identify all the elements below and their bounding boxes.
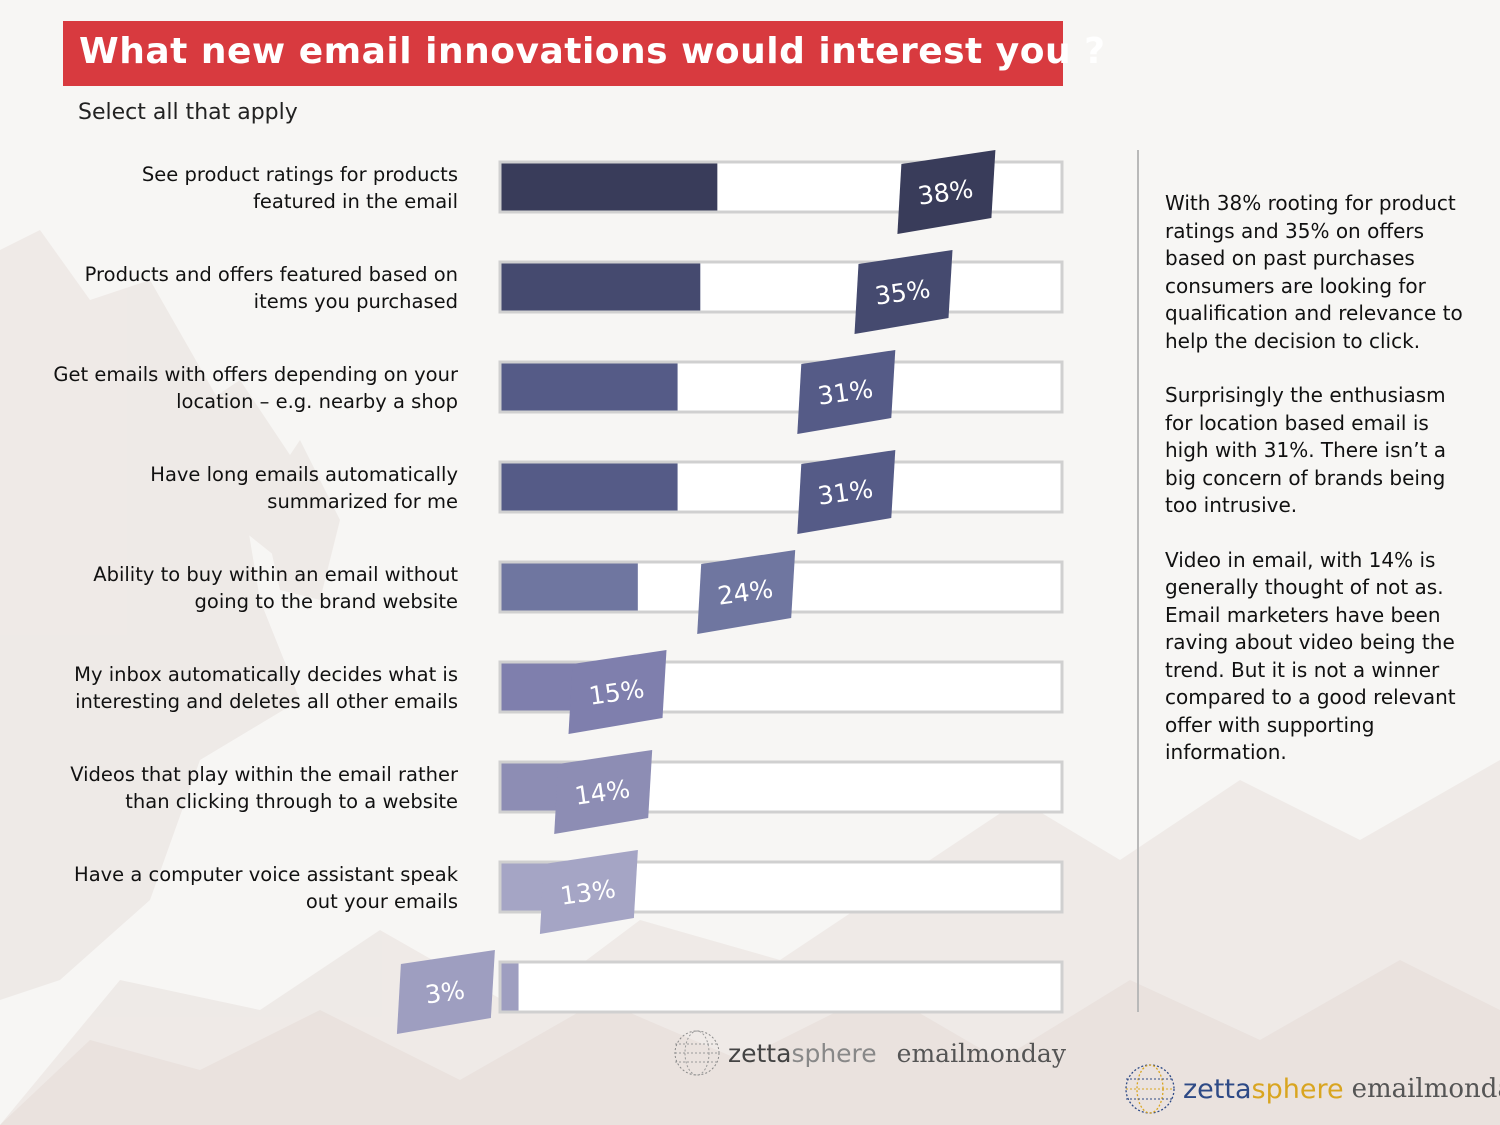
bar-track bbox=[498, 960, 1064, 1014]
value-tag: 31% bbox=[797, 450, 896, 534]
value-tag: 35% bbox=[854, 250, 953, 334]
value-tag: 14% bbox=[554, 750, 653, 834]
globe-icon bbox=[674, 1030, 720, 1076]
category-label: location – e.g. nearby a shop bbox=[176, 390, 458, 413]
title-banner: What new email innovations would interes… bbox=[63, 21, 1105, 86]
value-tag-shape bbox=[797, 350, 896, 434]
category-label: featured in the email bbox=[253, 190, 458, 213]
value-tag: 24% bbox=[697, 550, 796, 634]
value-tag-shape bbox=[539, 850, 638, 934]
category-label: than clicking through to a website bbox=[125, 790, 458, 813]
category-label: interesting and deletes all other emails bbox=[75, 690, 458, 713]
zettasphere-logo-zetta: zetta bbox=[728, 1038, 792, 1068]
commentary-paragraph: Surprisingly the enthusiasm for location… bbox=[1165, 383, 1447, 517]
value-tag: 31% bbox=[797, 350, 896, 434]
category-label: out your emails bbox=[306, 890, 458, 913]
category-label: Ability to buy within an email without bbox=[93, 563, 458, 586]
value-tag-shape bbox=[854, 250, 953, 334]
category-label: Videos that play within the email rather bbox=[70, 763, 459, 786]
zettasphere-logo-sphere: sphere bbox=[791, 1038, 877, 1068]
chart-subtitle: Select all that apply bbox=[78, 100, 298, 125]
emailmonday-logo: emailmonday bbox=[896, 1038, 1066, 1068]
zettasphere-logo-sphere: sphere bbox=[1251, 1073, 1344, 1105]
emailmonday-logo: emailmonday bbox=[1351, 1074, 1500, 1104]
vertical-divider bbox=[1137, 150, 1139, 1012]
bar bbox=[501, 363, 678, 411]
value-tag-shape bbox=[797, 450, 896, 534]
category-label: Have long emails automatically bbox=[150, 463, 458, 486]
value-tag: 38% bbox=[897, 150, 996, 234]
category-label: going to the brand website bbox=[195, 590, 458, 613]
value-tag-shape bbox=[897, 150, 996, 234]
category-label: My inbox automatically decides what is bbox=[74, 663, 458, 686]
bar bbox=[501, 463, 678, 511]
globe-icon bbox=[1125, 1064, 1175, 1114]
commentary-paragraph: With 38% rooting for product ratings and… bbox=[1165, 191, 1463, 353]
page-title: What new email innovations would interes… bbox=[79, 31, 1106, 72]
category-label: Have a computer voice assistant speak bbox=[74, 863, 459, 886]
commentary-panel: With 38% rooting for product ratings and… bbox=[1165, 190, 1465, 794]
value-tag: 13% bbox=[539, 850, 638, 934]
bar bbox=[501, 263, 701, 311]
value-tag-shape bbox=[554, 750, 653, 834]
bar bbox=[501, 563, 638, 611]
bar bbox=[501, 963, 519, 1011]
category-label: Get emails with offers depending on your bbox=[53, 363, 459, 386]
value-tag-shape bbox=[396, 950, 495, 1034]
category-label: Products and offers featured based on bbox=[85, 263, 458, 286]
value-tag-shape bbox=[697, 550, 796, 634]
category-label: items you purchased bbox=[254, 290, 458, 313]
logo-group-mid: zetta sphere emailmonday bbox=[672, 1028, 1066, 1078]
data-label: 3% bbox=[423, 975, 466, 1009]
value-tag: 15% bbox=[568, 650, 667, 734]
value-tag: 3% bbox=[396, 950, 495, 1034]
bar bbox=[501, 163, 718, 211]
category-label: See product ratings for products bbox=[142, 163, 458, 186]
zettasphere-logo-zetta: zetta bbox=[1183, 1073, 1252, 1105]
category-label: summarized for me bbox=[267, 490, 458, 513]
commentary-paragraph: Video in email, with 14% is generally th… bbox=[1165, 547, 1456, 765]
value-tag-shape bbox=[568, 650, 667, 734]
